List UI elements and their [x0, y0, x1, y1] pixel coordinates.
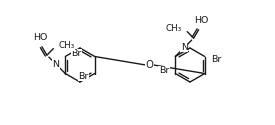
Text: O: O: [146, 60, 154, 70]
Text: CH₃: CH₃: [58, 41, 75, 50]
Text: HO: HO: [194, 16, 209, 25]
Text: CH₃: CH₃: [166, 24, 182, 33]
Text: N: N: [53, 60, 60, 69]
Text: Br: Br: [78, 72, 89, 81]
Text: HO: HO: [33, 33, 47, 42]
Text: Br: Br: [71, 49, 82, 58]
Text: Br: Br: [159, 66, 169, 75]
Text: N: N: [181, 43, 188, 52]
Text: Br: Br: [211, 55, 221, 64]
